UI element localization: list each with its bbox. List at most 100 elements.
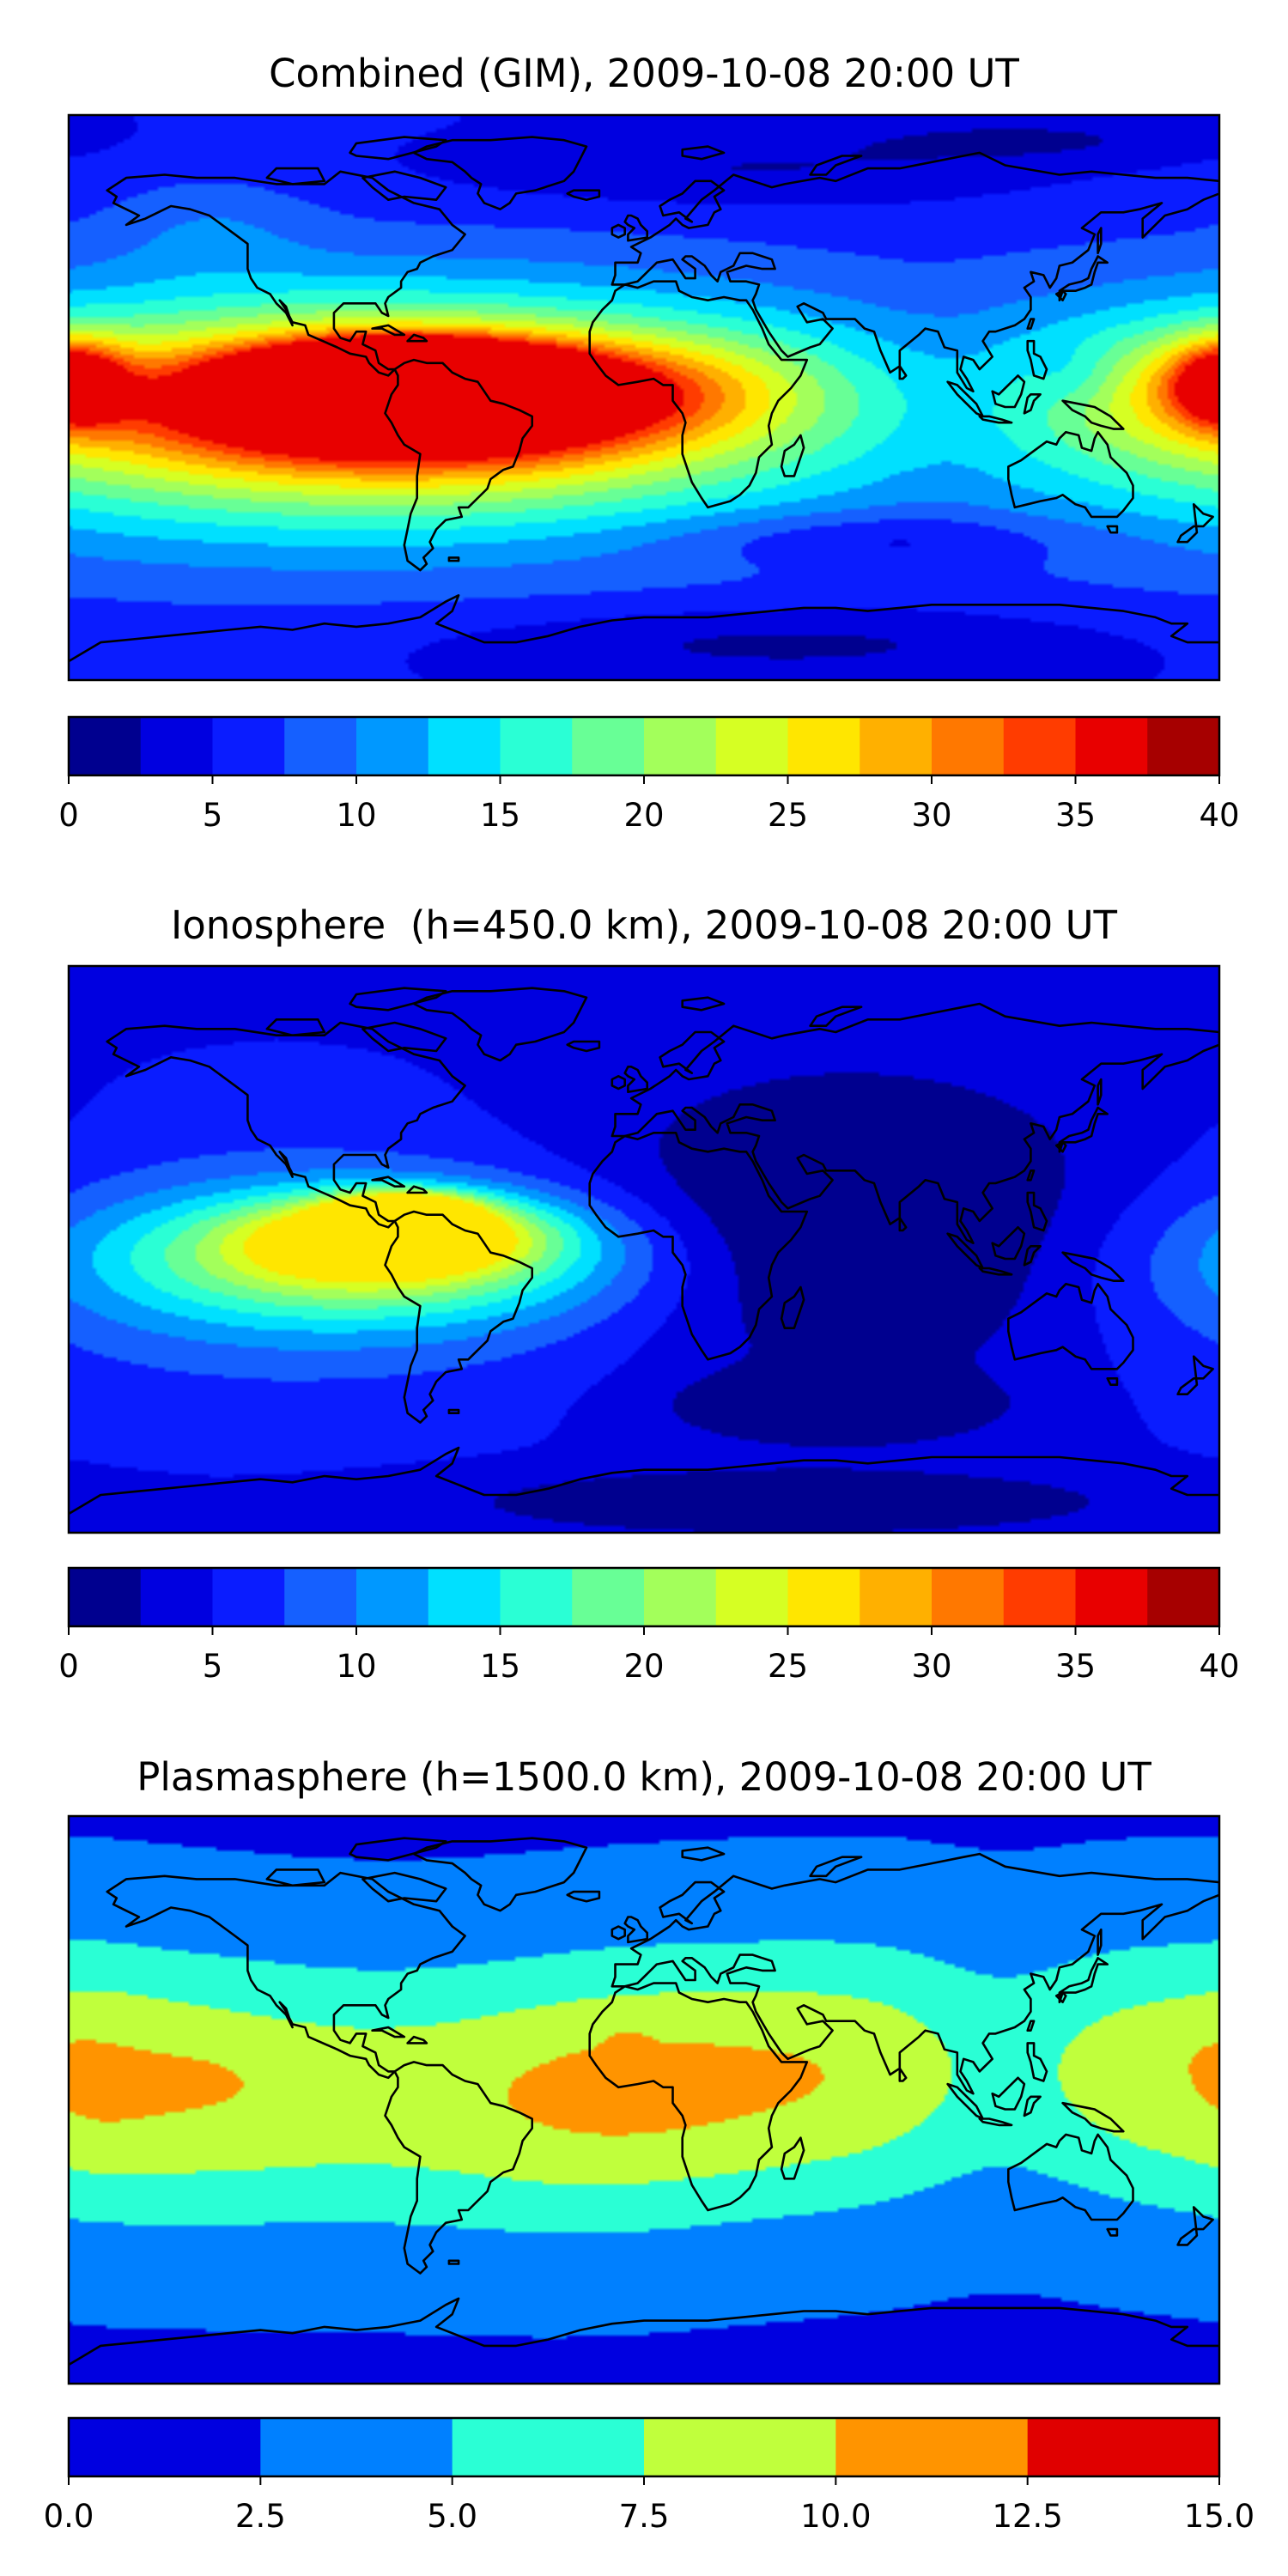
colorbar-tick-label: 35 [1055, 797, 1096, 834]
coastline-japan [1058, 1106, 1109, 1153]
coastline-java [978, 415, 1013, 424]
map-frame-plasmasphere [67, 1814, 1221, 2385]
coastline-hispaniola [406, 1185, 428, 1194]
colorbar-swatch [260, 2418, 453, 2476]
coastline-sulawesi [1023, 1245, 1042, 1267]
map-frame-ionosphere [67, 964, 1221, 1534]
colorbar-tick-label: 0.0 [44, 2498, 94, 2535]
colorbar-swatch [69, 2418, 261, 2476]
coastline-africa [588, 1982, 809, 2212]
coastline-ireland [611, 223, 627, 239]
tec-field-plasmasphere [69, 1816, 1219, 2384]
coastline-british-isles [623, 214, 649, 242]
coastline-philippines [1026, 339, 1048, 380]
colorbar-swatch [284, 1568, 357, 1626]
coastline-sri-lanka [898, 2067, 908, 2082]
coastline-svalbard [681, 1846, 726, 1862]
coastline-new-zealand [1176, 2206, 1214, 2246]
colorbar-tick-label: 25 [768, 1648, 808, 1685]
coastline-novaya-zemlya [809, 1856, 863, 1878]
colorbar-combined: 0 5 10 15 20 25 30 35 40 [58, 715, 1240, 834]
coastline-sri-kyushu [1054, 1141, 1067, 1153]
coastline-baffin [361, 1871, 447, 1903]
coastline-tasmania [1106, 1377, 1119, 1386]
coastline-iceland [566, 1890, 601, 1903]
coastline-new-guinea [1061, 399, 1125, 430]
colorbar-swatch [1027, 2418, 1220, 2476]
coastline-taiwan [1026, 2020, 1036, 2032]
coastline-madagascar [780, 2136, 805, 2180]
coastline-sakhalin [1097, 227, 1103, 255]
colorbar-swatch [212, 1568, 285, 1626]
coastline-new-zealand [1176, 502, 1214, 544]
panel-combined: Combined (GIM), 2009-10-08 20:00 UT 0 5 10… [58, 51, 1239, 834]
coastline-ellesmere [349, 136, 447, 161]
coastline-falklands [447, 556, 460, 562]
coastline-australia [1007, 430, 1134, 519]
coastline-south-america [384, 1210, 534, 1424]
coastline-british-isles [623, 1916, 649, 1944]
coastline-baffin [361, 1021, 447, 1053]
coastline-greenland [412, 136, 588, 210]
coastline-sulawesi [1023, 392, 1042, 415]
coastline-antarctica [69, 593, 1219, 663]
colorbar-swatch [500, 717, 573, 775]
title-ionosphere: Ionosphere (h=450.0 km), 2009-10-08 20:0… [171, 902, 1118, 948]
coastline-ellesmere [349, 1837, 447, 1862]
coastline-taiwan [1026, 318, 1036, 330]
colorbar-swatch [1147, 717, 1220, 775]
colorbar-tick-label: 20 [623, 1648, 664, 1685]
coastline-baffin [361, 170, 447, 201]
coastline-madagascar [780, 434, 805, 477]
title-combined: Combined (GIM), 2009-10-08 20:00 UT [269, 51, 1019, 96]
coastlines-combined [69, 136, 1219, 663]
colorbar-tick-label: 35 [1055, 1648, 1096, 1685]
coastline-greenland [412, 1837, 588, 1912]
colorbar-swatch [835, 2418, 1029, 2476]
coastline-hispaniola [406, 333, 428, 343]
coastline-borneo [991, 2076, 1026, 2111]
colorbar-tick-label: 40 [1199, 1648, 1239, 1685]
map-plasmasphere [69, 1816, 1219, 2384]
colorbar-swatch [356, 717, 429, 775]
coastline-sri-lanka [898, 365, 908, 380]
coastline-sri-lanka [898, 1217, 908, 1232]
coastline-north-america [106, 1021, 466, 1229]
coastline-victoria [265, 167, 326, 185]
colorbar-tick-label: 12.5 [992, 2498, 1062, 2535]
coastline-java [978, 2117, 1013, 2127]
coastline-sakhalin [1097, 1078, 1103, 1106]
coastline-eurasia [611, 1852, 1219, 2095]
coastline-sri-kyushu [1054, 289, 1067, 302]
colorbar-swatch [932, 717, 1005, 775]
coastline-australia [1007, 1283, 1134, 1370]
coastline-antarctica [69, 1446, 1219, 1516]
coastline-south-america [384, 2061, 534, 2275]
coastline-antarctica [69, 2297, 1219, 2366]
colorbar-swatch [644, 2418, 836, 2476]
coastline-japan [1058, 1957, 1109, 2003]
coastline-british-isles [623, 1066, 649, 1093]
panel-plasmasphere: Plasmasphere (h=1500.0 km), 2009-10-08 2… [44, 1754, 1255, 2535]
colorbar-swatch [1003, 717, 1077, 775]
colorbar-tick-label: 15.0 [1184, 2498, 1255, 2535]
colorbar-tick-label: 15 [480, 1648, 520, 1685]
colorbar-swatch [356, 1568, 429, 1626]
colorbar-tick-label: 2.5 [235, 2498, 286, 2535]
coastline-cuba [371, 324, 406, 337]
coastline-eurasia [611, 151, 1219, 393]
colorbar-swatch [452, 2418, 645, 2476]
coastline-iceland [566, 1040, 601, 1053]
coastline-victoria [265, 1868, 326, 1887]
coastline-greenland [412, 987, 588, 1062]
colorbar-swatch [140, 1568, 214, 1626]
colorbar-swatch [787, 1568, 860, 1626]
coastline-tasmania [1106, 525, 1119, 534]
coastline-svalbard [681, 145, 726, 161]
colorbar-tick-label: 5 [203, 797, 223, 834]
colorbar-swatch [715, 717, 789, 775]
coastline-philippines [1026, 2042, 1048, 2082]
map-ionosphere [69, 966, 1219, 1533]
coastline-borneo [991, 374, 1026, 409]
coastline-taiwan [1026, 1170, 1036, 1182]
